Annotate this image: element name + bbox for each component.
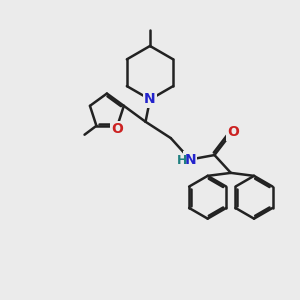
Text: H: H	[177, 154, 187, 166]
Text: N: N	[184, 152, 196, 167]
Text: O: O	[228, 125, 239, 140]
Text: O: O	[111, 122, 123, 136]
Text: N: N	[144, 92, 156, 106]
